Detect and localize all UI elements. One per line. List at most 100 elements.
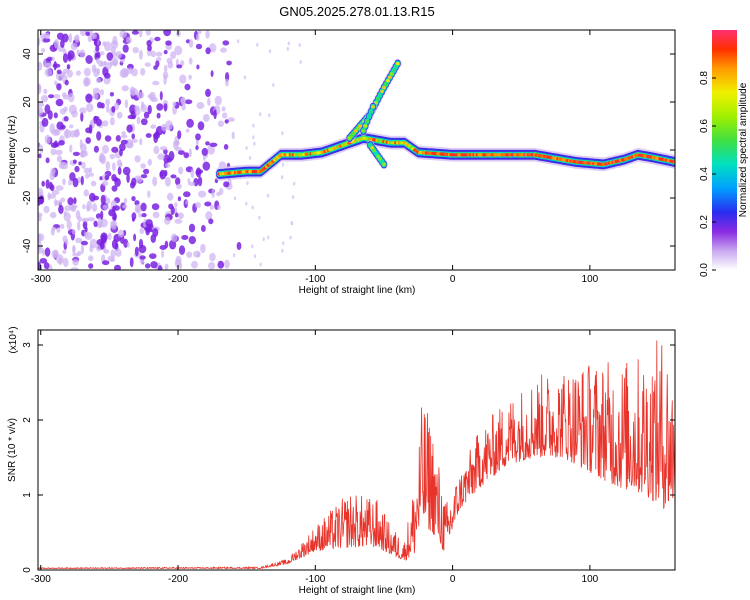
noise-speckle — [131, 196, 136, 202]
snr-content — [38, 340, 675, 570]
noise-speckle — [72, 258, 79, 266]
heatmap-y-axis-label: Frequency (Hz) — [7, 116, 18, 185]
noise-speckle — [267, 235, 270, 240]
noise-speckle — [156, 103, 164, 111]
noise-speckle — [299, 59, 302, 64]
noise-speckle — [225, 78, 229, 87]
noise-speckle — [49, 123, 55, 134]
noise-speckle — [61, 92, 67, 98]
noise-speckle — [72, 177, 79, 188]
ridge-core — [386, 79, 390, 83]
noise-speckle — [243, 75, 247, 80]
heatmap-y-tick-label: -20 — [22, 190, 33, 205]
noise-speckle — [147, 44, 152, 52]
noise-speckle — [91, 64, 97, 73]
noise-speckle — [68, 92, 75, 103]
noise-speckle — [195, 202, 201, 209]
noise-speckle — [161, 123, 168, 132]
noise-speckle — [193, 250, 201, 258]
noise-speckle — [138, 49, 143, 60]
noise-speckle — [78, 161, 82, 166]
noise-speckle — [117, 229, 125, 238]
noise-speckle — [107, 255, 114, 262]
noise-speckle — [72, 151, 80, 156]
noise-speckle — [56, 32, 64, 40]
noise-speckle — [79, 107, 87, 114]
noise-speckle — [177, 196, 181, 202]
heatmap-y-tick-label: 20 — [22, 96, 33, 108]
noise-speckle — [50, 148, 57, 156]
ridge-core — [354, 129, 358, 133]
noise-speckle — [54, 128, 61, 136]
noise-speckle — [44, 134, 51, 144]
noise-speckle — [111, 106, 116, 113]
noise-speckle — [214, 95, 222, 106]
noise-speckle — [126, 124, 133, 133]
noise-speckle — [138, 244, 147, 254]
heatmap-x-tick-label: -200 — [168, 274, 188, 285]
noise-speckle — [164, 176, 171, 187]
heatmap-x-tick-label: -100 — [305, 274, 325, 285]
ridge-core — [380, 89, 384, 93]
noise-speckle — [48, 181, 53, 190]
noise-speckle — [43, 205, 50, 214]
noise-speckle — [236, 39, 240, 44]
noise-speckle — [81, 161, 86, 169]
noise-speckle — [176, 64, 183, 69]
snr-y-axis-label: SNR (10 * v/v) — [7, 418, 18, 482]
noise-speckle — [195, 167, 202, 178]
noise-speckle — [39, 144, 44, 154]
colorbar-gradient — [712, 30, 737, 270]
noise-speckle — [80, 244, 84, 255]
noise-speckle — [186, 251, 193, 258]
noise-speckle — [48, 94, 55, 99]
snr-x-tick-label: -300 — [31, 574, 51, 585]
noise-speckle — [38, 142, 41, 151]
snr-x-tick-label: 0 — [450, 574, 456, 585]
noise-speckle — [103, 60, 107, 66]
noise-speckle — [80, 175, 84, 186]
noise-speckle — [93, 145, 99, 153]
noise-speckle — [168, 150, 175, 161]
noise-speckle — [74, 165, 80, 173]
noise-speckle — [42, 249, 45, 256]
noise-speckle — [174, 202, 178, 208]
noise-speckle — [188, 39, 194, 48]
ridge-core — [382, 86, 386, 90]
noise-speckle — [38, 106, 44, 116]
noise-speckle — [95, 118, 102, 127]
colorbar-tick-label: 0.6 — [699, 119, 710, 133]
colorbar-tick-label: 0.2 — [699, 215, 710, 229]
noise-speckle — [86, 200, 93, 211]
noise-speckle — [134, 106, 141, 116]
noise-speckle — [95, 77, 102, 84]
noise-speckle — [169, 239, 177, 250]
noise-speckle — [291, 195, 295, 200]
noise-speckle — [109, 92, 114, 97]
noise-speckle — [248, 155, 252, 160]
noise-speckle — [170, 174, 177, 179]
noise-speckle — [209, 252, 216, 262]
noise-speckle — [60, 39, 65, 48]
noise-speckle — [157, 265, 163, 270]
noise-speckle — [140, 174, 148, 179]
noise-speckle — [183, 191, 191, 198]
noise-speckle — [88, 255, 94, 262]
noise-speckle — [51, 226, 56, 231]
noise-speckle — [41, 180, 45, 187]
noise-speckle — [204, 201, 212, 207]
noise-speckle — [207, 97, 211, 106]
noise-speckle — [83, 67, 91, 77]
noise-speckle — [87, 217, 95, 222]
noise-speckle — [56, 83, 62, 91]
noise-speckle — [44, 68, 53, 77]
noise-speckle — [106, 104, 110, 113]
noise-speckle — [84, 150, 88, 157]
noise-speckle — [80, 112, 84, 122]
noise-speckle — [149, 253, 157, 259]
noise-speckle — [293, 181, 296, 186]
noise-speckle — [119, 148, 123, 157]
noise-speckle — [42, 37, 51, 43]
ridge-core — [349, 134, 354, 138]
noise-speckle — [102, 41, 107, 47]
